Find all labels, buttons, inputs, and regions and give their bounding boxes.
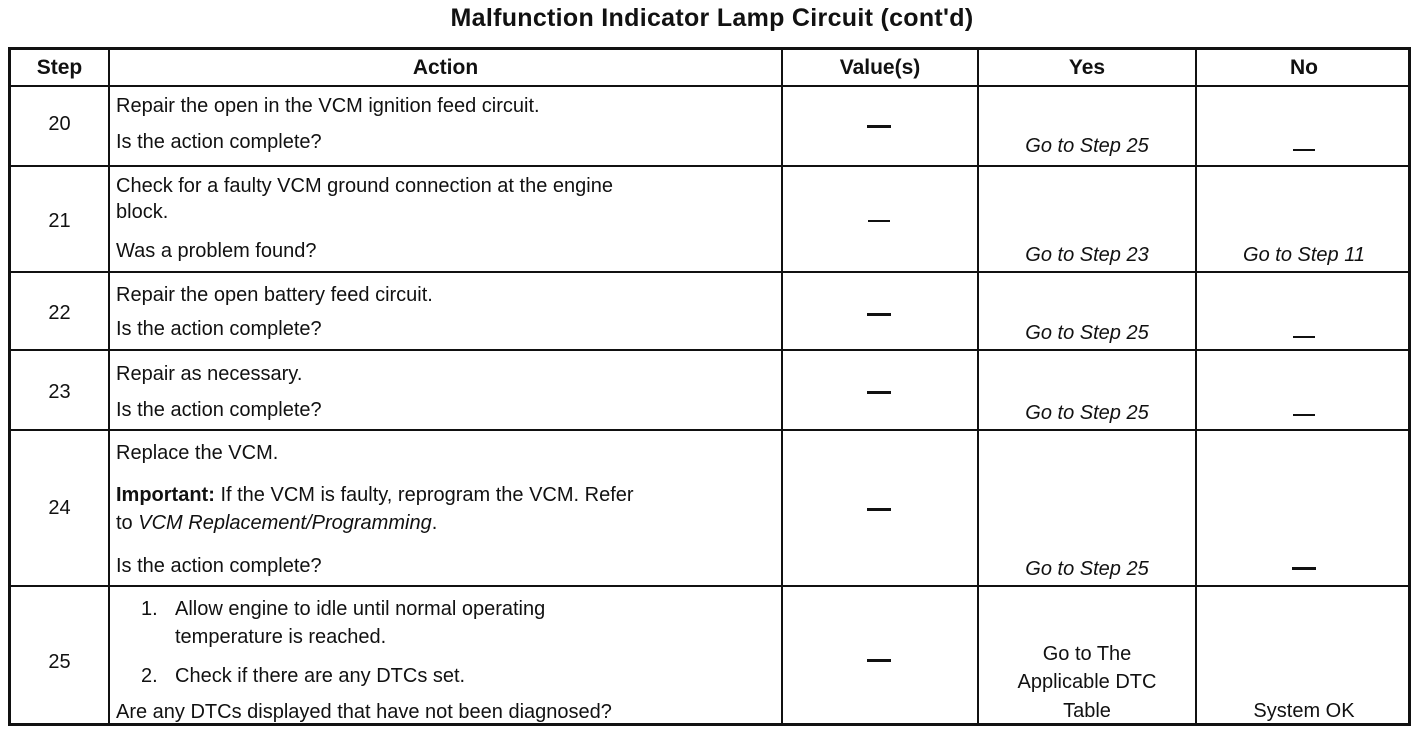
column-divider bbox=[781, 50, 783, 723]
value-dash bbox=[867, 508, 891, 511]
header-step: Step bbox=[36, 56, 83, 79]
action-text: Repair as necessary. bbox=[116, 363, 303, 385]
action-question: Is the action complete? bbox=[116, 318, 322, 340]
important-text: If the VCM is faulty, reprogram the VCM.… bbox=[220, 484, 634, 506]
yes-link[interactable]: Go to Step 25 bbox=[1025, 402, 1149, 424]
no-dash bbox=[1292, 567, 1316, 570]
refer-to-text: to bbox=[116, 512, 133, 534]
header-no: No bbox=[1290, 56, 1318, 79]
action-question: Is the action complete? bbox=[116, 399, 322, 421]
value-dash bbox=[867, 391, 891, 394]
important-note-continued: to VCM Replacement/Programming. bbox=[116, 511, 437, 535]
step-number: 20 bbox=[48, 113, 71, 135]
yes-link[interactable]: Go to Step 25 bbox=[1025, 322, 1149, 344]
column-divider bbox=[108, 50, 110, 723]
list-item-text: Allow engine to idle until normal operat… bbox=[175, 598, 546, 620]
no-dash bbox=[1293, 414, 1315, 416]
row-divider bbox=[11, 165, 1408, 167]
action-text: block. bbox=[116, 201, 169, 223]
action-question: Are any DTCs displayed that have not bee… bbox=[116, 701, 612, 723]
value-dash bbox=[868, 220, 890, 222]
page-title: Malfunction Indicator Lamp Circuit (cont… bbox=[450, 4, 974, 32]
action-question: Was a problem found? bbox=[116, 240, 317, 262]
action-text: Check for a faulty VCM ground connection… bbox=[116, 175, 613, 197]
list-number: 2. bbox=[141, 665, 158, 687]
yes-link[interactable]: Go to Step 23 bbox=[1025, 244, 1149, 266]
action-question: Is the action complete? bbox=[116, 555, 322, 577]
action-text: Replace the VCM. bbox=[116, 442, 279, 464]
yes-link[interactable]: Go to Step 25 bbox=[1025, 135, 1149, 157]
action-question: Is the action complete? bbox=[116, 131, 322, 153]
value-dash bbox=[867, 125, 891, 128]
yes-text: Table bbox=[1063, 700, 1111, 722]
reference-link[interactable]: VCM Replacement/Programming bbox=[138, 512, 432, 534]
column-divider bbox=[977, 50, 979, 723]
period: . bbox=[431, 512, 438, 534]
no-result: System OK bbox=[1253, 700, 1355, 722]
diagnostic-table: Step Action Value(s) Yes No 20 Repair th… bbox=[8, 47, 1411, 726]
row-divider bbox=[11, 85, 1408, 87]
no-dash bbox=[1293, 336, 1315, 338]
column-divider bbox=[1195, 50, 1197, 723]
header-values: Value(s) bbox=[839, 56, 921, 79]
row-divider bbox=[11, 349, 1408, 351]
important-label: Important: bbox=[116, 484, 215, 506]
row-divider bbox=[11, 429, 1408, 431]
header-yes: Yes bbox=[1068, 56, 1106, 79]
row-divider bbox=[11, 271, 1408, 273]
yes-text: Go to The bbox=[1042, 643, 1132, 665]
no-link[interactable]: Go to Step 11 bbox=[1243, 244, 1365, 266]
yes-text: Applicable DTC bbox=[1017, 671, 1157, 693]
header-action: Action bbox=[412, 56, 479, 79]
yes-link[interactable]: Go to Step 25 bbox=[1025, 558, 1149, 580]
important-note: Important: If the VCM is faulty, reprogr… bbox=[116, 483, 634, 507]
value-dash bbox=[867, 313, 891, 316]
action-text: Repair the open in the VCM ignition feed… bbox=[116, 95, 540, 117]
value-dash bbox=[867, 659, 891, 662]
row-divider bbox=[11, 585, 1408, 587]
action-text: Repair the open battery feed circuit. bbox=[116, 284, 433, 306]
list-number: 1. bbox=[141, 598, 158, 620]
step-number: 25 bbox=[48, 651, 71, 673]
step-number: 23 bbox=[48, 381, 71, 403]
no-dash bbox=[1293, 149, 1315, 151]
step-number: 21 bbox=[48, 210, 71, 232]
step-number: 22 bbox=[48, 302, 71, 324]
list-item-text: Check if there are any DTCs set. bbox=[175, 665, 466, 687]
list-item-text: temperature is reached. bbox=[175, 626, 387, 648]
step-number: 24 bbox=[48, 497, 71, 519]
